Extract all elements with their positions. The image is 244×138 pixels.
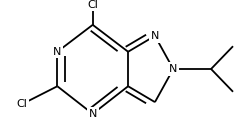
Text: N: N — [53, 47, 61, 57]
Text: Cl: Cl — [17, 99, 27, 109]
Text: N: N — [151, 31, 159, 41]
Text: N: N — [169, 64, 177, 74]
Text: Cl: Cl — [87, 0, 98, 10]
Text: N: N — [89, 109, 97, 119]
